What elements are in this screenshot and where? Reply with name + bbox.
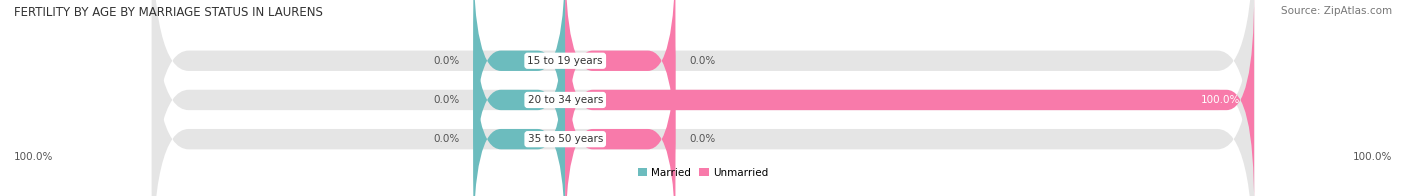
Text: Source: ZipAtlas.com: Source: ZipAtlas.com [1281, 6, 1392, 16]
Text: 20 to 34 years: 20 to 34 years [527, 95, 603, 105]
FancyBboxPatch shape [474, 0, 565, 196]
Text: 100.0%: 100.0% [14, 152, 53, 162]
FancyBboxPatch shape [152, 0, 1254, 196]
Text: 15 to 19 years: 15 to 19 years [527, 56, 603, 66]
Text: 0.0%: 0.0% [433, 95, 460, 105]
FancyBboxPatch shape [565, 0, 1254, 196]
FancyBboxPatch shape [474, 0, 565, 168]
Text: 35 to 50 years: 35 to 50 years [527, 134, 603, 144]
FancyBboxPatch shape [565, 0, 675, 168]
Text: FERTILITY BY AGE BY MARRIAGE STATUS IN LAURENS: FERTILITY BY AGE BY MARRIAGE STATUS IN L… [14, 6, 323, 19]
Text: 100.0%: 100.0% [1201, 95, 1240, 105]
Legend: Married, Unmarried: Married, Unmarried [638, 168, 768, 178]
Text: 0.0%: 0.0% [689, 56, 716, 66]
FancyBboxPatch shape [152, 0, 1254, 196]
Text: 0.0%: 0.0% [433, 134, 460, 144]
Text: 100.0%: 100.0% [1353, 152, 1392, 162]
FancyBboxPatch shape [152, 0, 1254, 196]
Text: 0.0%: 0.0% [689, 134, 716, 144]
FancyBboxPatch shape [565, 32, 675, 196]
Text: 0.0%: 0.0% [433, 56, 460, 66]
FancyBboxPatch shape [474, 32, 565, 196]
